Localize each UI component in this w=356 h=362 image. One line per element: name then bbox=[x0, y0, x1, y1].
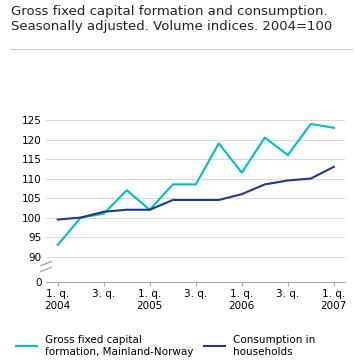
Text: Gross fixed capital formation and consumption.
Seasonally adjusted. Volume indic: Gross fixed capital formation and consum… bbox=[11, 5, 332, 33]
Legend: Gross fixed capital
formation, Mainland-Norway, Consumption in
households: Gross fixed capital formation, Mainland-… bbox=[16, 335, 315, 357]
